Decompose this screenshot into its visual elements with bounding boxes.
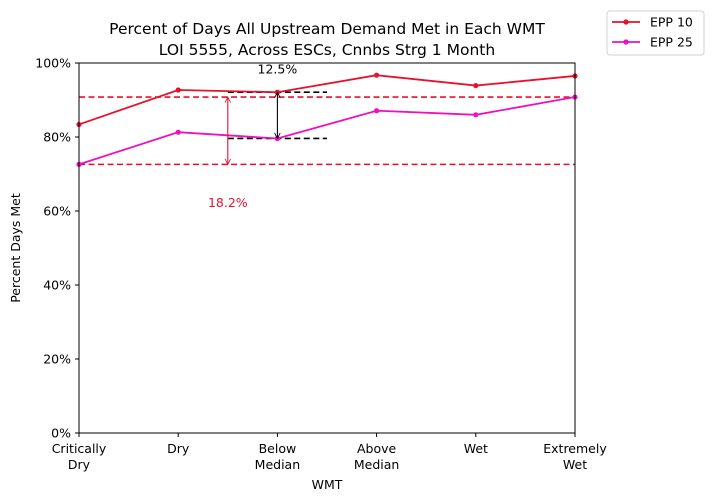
y-tick-label: 80% — [43, 130, 71, 145]
data-point — [175, 87, 181, 93]
x-axis-label: WMT — [312, 477, 343, 492]
legend-label: EPP 25 — [650, 35, 693, 50]
x-tick-label: Wet — [464, 441, 488, 456]
data-point — [175, 129, 181, 135]
y-axis-label: Percent Days Met — [8, 193, 23, 303]
difference-label: 18.2% — [208, 195, 248, 210]
data-point — [374, 108, 380, 114]
x-tick-label: Above Median — [354, 441, 399, 472]
chart-subtitle: LOI 5555, Across ESCs, Cnnbs Strg 1 Mont… — [159, 41, 495, 59]
data-point — [374, 72, 380, 78]
data-point — [473, 112, 479, 118]
y-tick-label: 40% — [43, 278, 71, 293]
series-line — [78, 96, 576, 166]
y-axis: 0% 20% 40% 60% 80% 100% — [35, 56, 79, 441]
chart-title: Percent of Days All Upstream Demand Met … — [109, 20, 545, 38]
series-line — [78, 74, 576, 126]
plot-area — [78, 62, 576, 434]
series-lines — [76, 72, 578, 167]
x-tick-label: Dry — [167, 441, 190, 456]
y-tick-label: 0% — [51, 426, 71, 441]
legend: EPP 10 EPP 25 — [606, 10, 705, 56]
y-tick-label: 100% — [35, 56, 71, 71]
legend-marker — [623, 39, 629, 45]
x-tick-label: Extremely Wet — [543, 441, 607, 472]
y-tick-label: 20% — [43, 352, 71, 367]
difference-label: 12.5% — [258, 62, 298, 77]
x-tick-label: Critically Dry — [52, 441, 107, 472]
legend-marker — [623, 19, 629, 25]
annotations: 12.5% 18.2% — [208, 62, 297, 210]
x-tick-label: Below Median — [255, 441, 300, 472]
legend-label: EPP 10 — [650, 15, 693, 30]
x-axis: Critically Dry Dry Below Median Above Median We… — [52, 433, 607, 472]
y-tick-label: 60% — [43, 204, 71, 219]
data-point — [473, 82, 479, 89]
reference-lines — [79, 91, 575, 166]
